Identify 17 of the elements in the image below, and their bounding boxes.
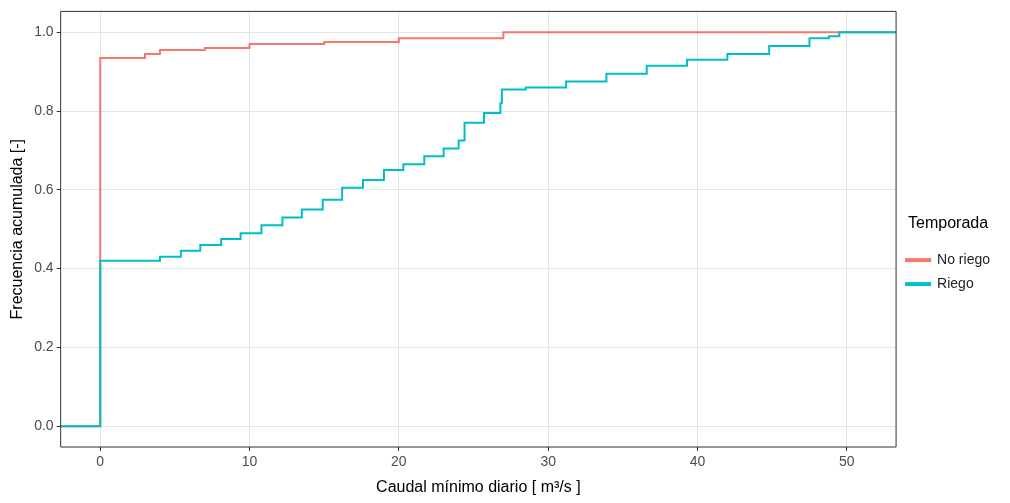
x-axis-title: Caudal mínimo diario [ m³/s ] (376, 477, 581, 495)
y-tick-label: 1.0 (34, 23, 54, 40)
legend-label: No riego (937, 250, 991, 267)
y-tick-label: 0.8 (34, 101, 54, 118)
legend-title: Temporada (908, 214, 989, 232)
y-tick-label: 0.4 (34, 259, 54, 276)
x-tick-label: 50 (839, 453, 855, 470)
y-tick-label: 0.6 (34, 180, 54, 197)
y-tick-label: 0.0 (34, 416, 54, 433)
y-axis-title: Frecuencia acumulada [-] (8, 138, 26, 320)
x-tick-label: 40 (689, 453, 706, 470)
x-tick-label: 20 (391, 453, 407, 470)
y-tick-label: 0.2 (34, 338, 54, 355)
x-tick-label: 30 (540, 453, 557, 470)
x-tick-label: 0 (96, 453, 105, 470)
x-tick-label: 10 (241, 453, 258, 470)
legend-label: Riego (937, 274, 974, 291)
